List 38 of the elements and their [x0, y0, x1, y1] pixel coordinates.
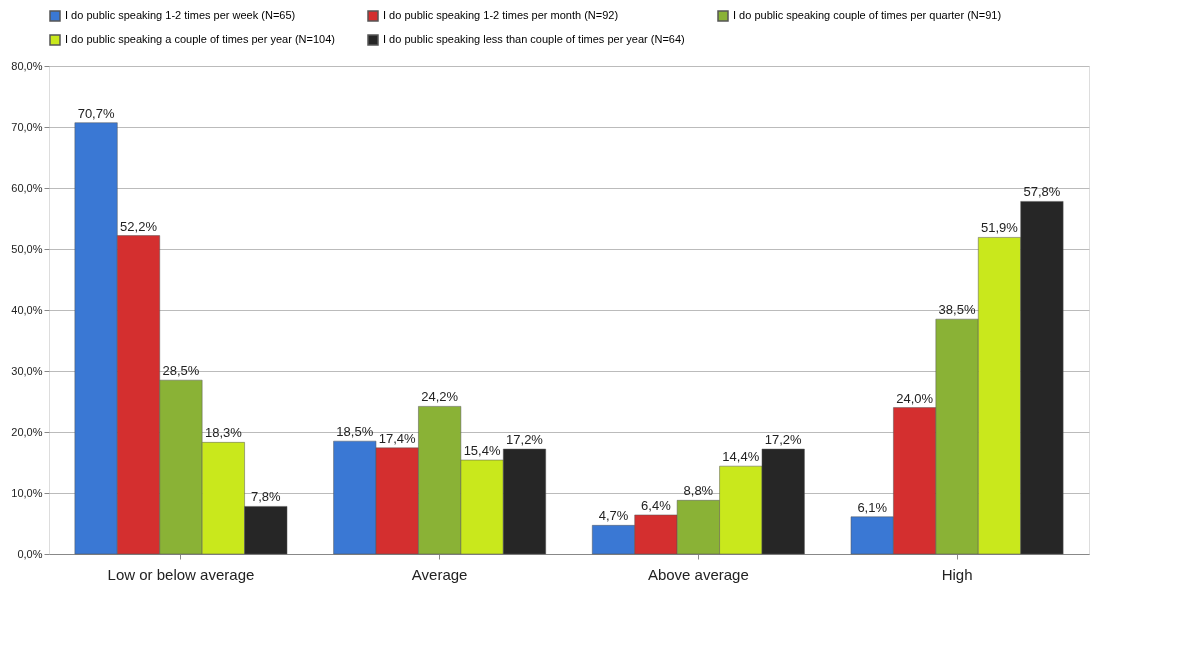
data-label: 52,2%: [120, 218, 158, 234]
x-tick-label: High: [941, 565, 973, 583]
x-tick-label: Above average: [647, 565, 749, 583]
legend-label: I do public speaking 1-2 times per month (N=92): [383, 9, 619, 21]
legend-label: I do public speaking a couple of times per year (N=104): [65, 33, 335, 45]
data-label: 38,5%: [938, 302, 976, 318]
y-tick-label: 50,0%: [11, 242, 43, 255]
data-label: 57,8%: [1023, 184, 1061, 200]
y-tick-label: 60,0%: [11, 181, 43, 194]
data-label: 17,2%: [506, 432, 544, 448]
data-label: 6,4%: [641, 497, 672, 513]
data-label: 14,4%: [722, 449, 760, 465]
legend-label: I do public speaking 1-2 times per week (N=65): [65, 9, 296, 21]
legend-label: I do public speaking less than couple of times per year (N=64): [383, 33, 685, 45]
data-label: 7,8%: [250, 489, 282, 505]
data-label: 6,1%: [857, 499, 888, 515]
y-tick-label: 0,0%: [17, 547, 43, 560]
data-label: 70,7%: [77, 105, 115, 121]
data-label: 18,5%: [336, 424, 374, 440]
data-label: 24,0%: [896, 390, 934, 406]
data-label: 51,9%: [981, 220, 1019, 236]
data-label: 4,7%: [598, 508, 629, 524]
legend-label: I do public speaking couple of times per quarter (N=91): [733, 9, 1002, 21]
y-tick-label: 10,0%: [11, 486, 43, 499]
data-label: 24,2%: [421, 389, 459, 405]
data-label: 18,3%: [204, 425, 243, 441]
x-tick-label: Low or below average: [107, 565, 255, 583]
data-label: 17,4%: [378, 430, 417, 446]
data-label: 8,8%: [683, 483, 714, 499]
data-label: 17,2%: [764, 432, 803, 448]
y-tick-label: 20,0%: [11, 425, 43, 438]
y-tick-label: 70,0%: [11, 120, 43, 133]
y-tick-label: 40,0%: [11, 303, 43, 316]
x-tick-label: Average: [411, 565, 468, 583]
y-tick-label: 80,0%: [11, 59, 43, 72]
data-label: 15,4%: [463, 443, 501, 459]
data-label: 28,5%: [162, 363, 200, 379]
y-tick-label: 30,0%: [11, 364, 43, 377]
